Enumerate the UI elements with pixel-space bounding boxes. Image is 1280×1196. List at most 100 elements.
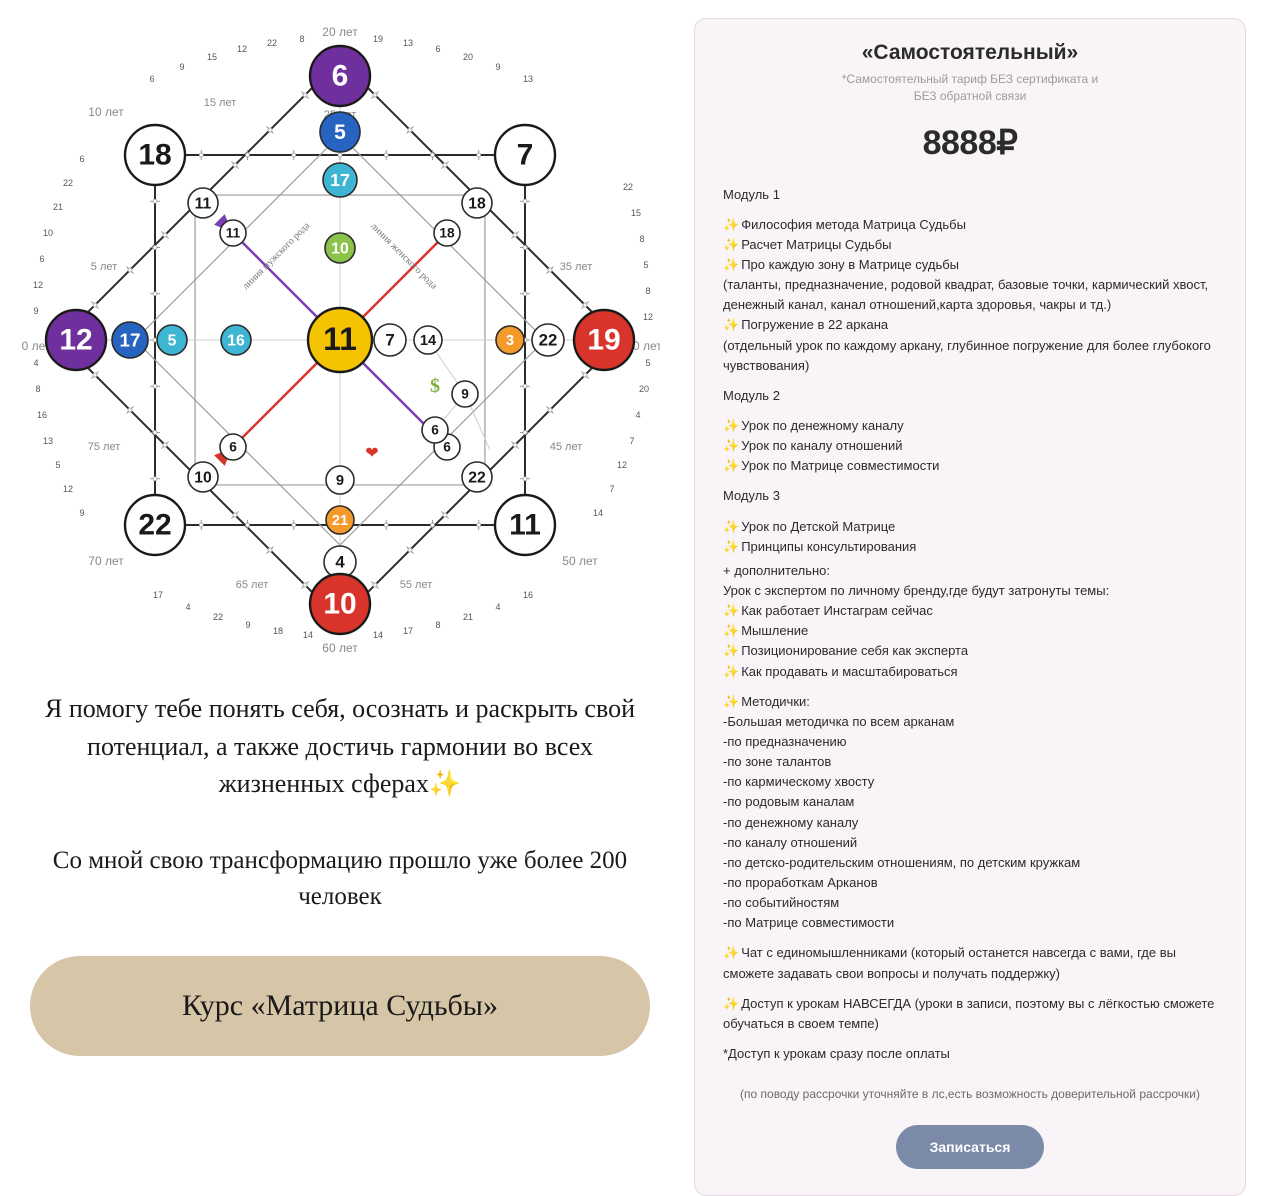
svg-text:12: 12 [237, 44, 247, 54]
svg-text:8: 8 [645, 286, 650, 296]
svg-text:8: 8 [35, 384, 40, 394]
svg-text:12: 12 [33, 280, 43, 290]
svg-text:22: 22 [63, 178, 73, 188]
matrix-diagram: линия мужского рода линия женского рода 20… [20, 20, 660, 660]
svg-text:17: 17 [330, 170, 350, 190]
svg-text:11: 11 [226, 226, 241, 241]
svg-text:14: 14 [593, 508, 603, 518]
svg-text:17: 17 [119, 330, 140, 351]
svg-text:13: 13 [43, 436, 53, 446]
svg-text:4: 4 [635, 410, 640, 420]
svg-text:❤: ❤ [365, 445, 378, 462]
svg-text:16: 16 [227, 332, 245, 349]
module2-title: Модуль 2 [723, 386, 1217, 406]
svg-text:20: 20 [639, 384, 649, 394]
svg-text:13: 13 [523, 74, 533, 84]
svg-text:3: 3 [506, 333, 514, 349]
svg-text:15: 15 [631, 208, 641, 218]
svg-text:6: 6 [435, 44, 440, 54]
svg-text:9: 9 [495, 62, 500, 72]
svg-text:9: 9 [336, 473, 344, 489]
svg-text:22: 22 [468, 469, 486, 486]
course-cta-button[interactable]: Курс «Матрица Судьбы» [30, 956, 650, 1056]
svg-text:6: 6 [431, 423, 439, 438]
card-title: «Самостоятельный» [723, 41, 1217, 65]
svg-text:6: 6 [332, 60, 349, 93]
svg-text:5: 5 [168, 332, 177, 349]
svg-text:14: 14 [373, 630, 383, 640]
svg-text:10: 10 [323, 588, 356, 621]
svg-text:16: 16 [37, 410, 47, 420]
svg-text:7: 7 [385, 331, 394, 350]
svg-text:45 лет: 45 лет [550, 441, 583, 453]
svg-text:8: 8 [299, 34, 304, 44]
svg-text:21: 21 [463, 612, 473, 622]
svg-text:35 лет: 35 лет [560, 261, 593, 273]
svg-text:5: 5 [334, 121, 346, 144]
svg-text:5: 5 [55, 460, 60, 470]
svg-text:18: 18 [439, 226, 455, 241]
svg-text:8: 8 [639, 234, 644, 244]
svg-text:21: 21 [332, 513, 348, 529]
svg-text:14: 14 [420, 333, 437, 349]
svg-text:70 лет: 70 лет [88, 554, 124, 568]
module1-title: Модуль 1 [723, 185, 1217, 205]
svg-text:11: 11 [509, 509, 541, 542]
svg-text:6: 6 [443, 440, 451, 455]
svg-text:75 лет: 75 лет [88, 441, 121, 453]
svg-text:4: 4 [335, 553, 345, 572]
svg-text:16: 16 [523, 590, 533, 600]
module3-title: Модуль 3 [723, 486, 1217, 506]
svg-text:10 лет: 10 лет [88, 105, 124, 119]
svg-text:7: 7 [609, 484, 614, 494]
svg-text:18: 18 [273, 626, 283, 636]
svg-text:9: 9 [245, 620, 250, 630]
pricing-card: «Самостоятельный» *Самостоятельный тариф… [694, 18, 1246, 1196]
svg-text:50 лет: 50 лет [562, 554, 598, 568]
svg-text:5: 5 [643, 260, 648, 270]
svg-text:22: 22 [623, 182, 633, 192]
svg-text:55 лет: 55 лет [400, 579, 433, 591]
svg-text:4: 4 [185, 602, 190, 612]
svg-text:9: 9 [33, 306, 38, 316]
svg-text:5: 5 [645, 358, 650, 368]
svg-text:12: 12 [59, 324, 92, 357]
svg-text:11: 11 [195, 195, 212, 212]
svg-text:22: 22 [138, 509, 171, 542]
right-column: «Самостоятельный» *Самостоятельный тариф… [680, 0, 1260, 1196]
svg-text:11: 11 [323, 321, 357, 357]
svg-text:15: 15 [207, 52, 217, 62]
cta-label: Курс «Матрица Судьбы» [182, 989, 498, 1023]
svg-text:17: 17 [153, 590, 163, 600]
svg-text:18: 18 [138, 139, 171, 172]
svg-text:линия мужского рода: линия мужского рода [240, 220, 312, 292]
svg-text:7: 7 [629, 436, 634, 446]
tagline-primary: Я помогу тебе понять себя, осознать и ра… [15, 690, 665, 803]
enroll-button[interactable]: Записаться [896, 1125, 1045, 1169]
svg-text:15 лет: 15 лет [204, 97, 237, 109]
svg-text:10: 10 [43, 228, 53, 238]
svg-text:6: 6 [149, 74, 154, 84]
svg-text:10: 10 [194, 469, 212, 486]
svg-text:6: 6 [39, 254, 44, 264]
svg-text:19: 19 [373, 34, 383, 44]
svg-text:6: 6 [229, 440, 237, 455]
svg-text:21: 21 [53, 202, 63, 212]
tagline-secondary: Со мной свою трансформацию прошло уже бо… [15, 843, 665, 916]
svg-text:19: 19 [587, 324, 620, 357]
card-body: Модуль 1 ✨Философия метода Матрица Судьб… [723, 185, 1217, 1064]
left-column: линия мужского рода линия женского рода 20… [0, 0, 680, 1196]
footnote: (по поводу рассрочки уточняйте в лс,есть… [723, 1086, 1217, 1103]
svg-text:22: 22 [267, 38, 277, 48]
svg-text:7: 7 [517, 139, 534, 172]
svg-text:13: 13 [403, 38, 413, 48]
svg-text:18: 18 [468, 195, 486, 212]
svg-text:9: 9 [461, 387, 469, 402]
svg-text:20 лет: 20 лет [322, 25, 358, 39]
svg-text:65 лет: 65 лет [236, 579, 269, 591]
svg-text:8: 8 [435, 620, 440, 630]
svg-text:22: 22 [539, 331, 558, 350]
svg-text:12: 12 [617, 460, 627, 470]
svg-text:60 лет: 60 лет [322, 641, 358, 655]
svg-text:линия женского рода: линия женского рода [368, 221, 439, 292]
